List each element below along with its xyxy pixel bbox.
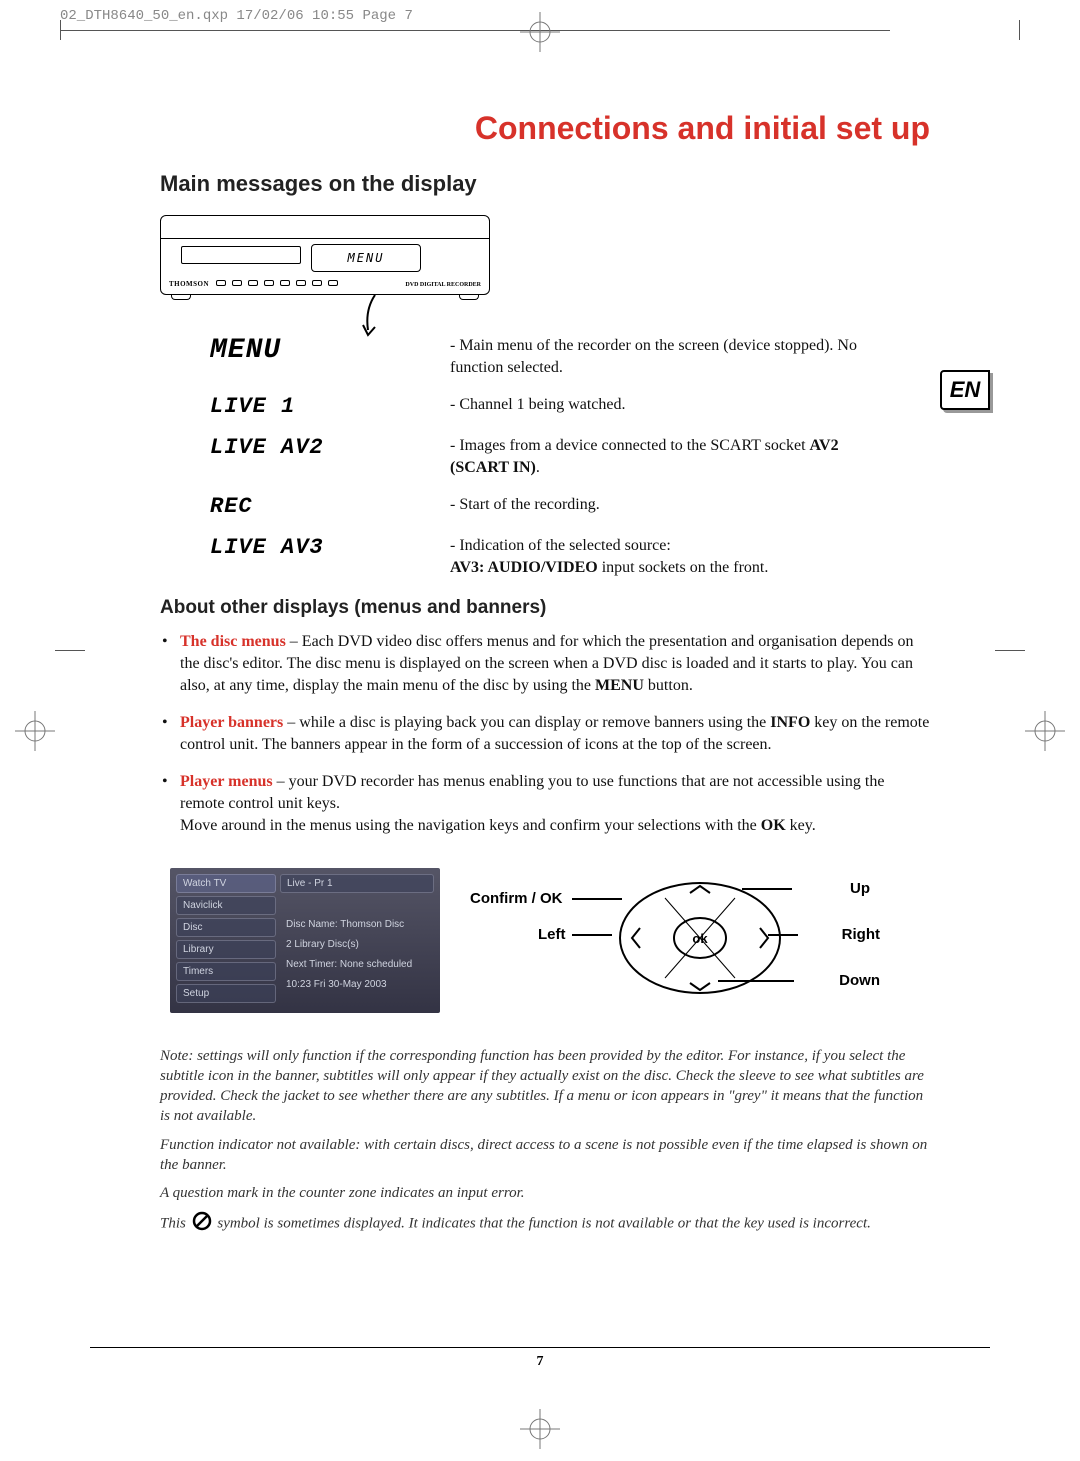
language-tab-label: EN (940, 370, 990, 410)
menu-item: Naviclick (176, 896, 276, 915)
figure-row: Watch TVNaviclickDiscLibraryTimersSetup … (160, 868, 930, 1018)
device-product: DVD DIGITAL RECORDER (405, 282, 481, 288)
menu-item: Disc (176, 918, 276, 937)
registration-mark-left (15, 711, 55, 751)
note-2: Function indicator not available: with c… (160, 1135, 930, 1176)
menu-info: Disc Name: Thomson Disc (280, 916, 434, 933)
prohibit-icon (192, 1211, 212, 1237)
menu-item: Library (176, 940, 276, 959)
registration-mark-bottom (520, 1409, 560, 1449)
registration-mark-top (520, 12, 560, 52)
nav-label-up: Up (850, 880, 870, 897)
page-content: Connections and initial set up Main mess… (90, 60, 990, 1400)
crop-mark-left (55, 650, 85, 651)
display-description: - Channel 1 being watched. (450, 394, 870, 416)
display-description: - Main menu of the recorder on the scree… (450, 335, 870, 378)
menu-info (280, 896, 434, 913)
sub-section-title: About other displays (menus and banners) (160, 597, 930, 619)
nav-label-right: Right (842, 926, 880, 943)
note-symbol: This symbol is sometimes displayed. It i… (160, 1211, 930, 1237)
section-title: Main messages on the display (160, 171, 930, 197)
menu-item: Watch TV (176, 874, 276, 893)
menu-item: Timers (176, 962, 276, 981)
display-description: - Start of the recording. (450, 494, 870, 516)
print-header: 02_DTH8640_50_en.qxp 17/02/06 10:55 Page… (60, 8, 413, 24)
display-description: - Indication of the selected source:AV3:… (450, 535, 870, 578)
display-messages-table: MENU- Main menu of the recorder on the s… (160, 335, 930, 579)
display-code: LIVE AV3 (160, 535, 450, 560)
device-display-text: MENU (311, 244, 421, 272)
registration-mark-right (1025, 711, 1065, 751)
menu-info: Live - Pr 1 (280, 874, 434, 893)
nav-label-left: Left (538, 926, 566, 943)
nav-label-down: Down (839, 972, 880, 989)
notes-block: Note: settings will only function if the… (160, 1046, 930, 1238)
page-footer: 7 (90, 1347, 990, 1370)
page-number: 7 (537, 1354, 544, 1369)
display-code: LIVE 1 (160, 394, 450, 419)
display-message-row: LIVE AV3- Indication of the selected sou… (160, 535, 930, 578)
bullet-item: The disc menus – Each DVD video disc off… (180, 631, 930, 698)
display-code: MENU (160, 335, 450, 366)
display-message-row: LIVE 1- Channel 1 being watched. (160, 394, 930, 419)
bullet-item: Player banners – while a disc is playing… (180, 712, 930, 757)
menu-screenshot: Watch TVNaviclickDiscLibraryTimersSetup … (170, 868, 440, 1013)
arrow-indicator-icon (360, 295, 390, 345)
crop-mark-top-left (60, 20, 61, 40)
note-1: Note: settings will only function if the… (160, 1046, 930, 1127)
display-code: REC (160, 494, 450, 519)
device-brand: THOMSON (169, 280, 209, 288)
display-message-row: REC- Start of the recording. (160, 494, 930, 519)
menu-info: 2 Library Disc(s) (280, 936, 434, 953)
display-description: - Images from a device connected to the … (450, 435, 870, 478)
bullet-item: Player menus – your DVD recorder has men… (180, 771, 930, 838)
menu-info: Next Timer: None scheduled (280, 956, 434, 973)
display-message-row: MENU- Main menu of the recorder on the s… (160, 335, 930, 378)
display-message-row: LIVE AV2- Images from a device connected… (160, 435, 930, 478)
note-3: A question mark in the counter zone indi… (160, 1183, 930, 1203)
chapter-title: Connections and initial set up (160, 110, 930, 147)
device-diagram: MENU THOMSON DVD DIGITAL RECORDER (160, 215, 500, 325)
menu-item: Setup (176, 984, 276, 1003)
crop-mark-right (995, 650, 1025, 651)
nav-label-confirm: Confirm / OK (470, 890, 563, 907)
language-tab: EN (940, 370, 996, 414)
bullet-list: The disc menus – Each DVD video disc off… (160, 631, 930, 838)
navigation-pad-diagram: ok Confirm / OK Left Up Right Down (480, 868, 840, 1018)
display-code: LIVE AV2 (160, 435, 450, 460)
menu-info: 10:23 Fri 30-May 2003 (280, 976, 434, 993)
